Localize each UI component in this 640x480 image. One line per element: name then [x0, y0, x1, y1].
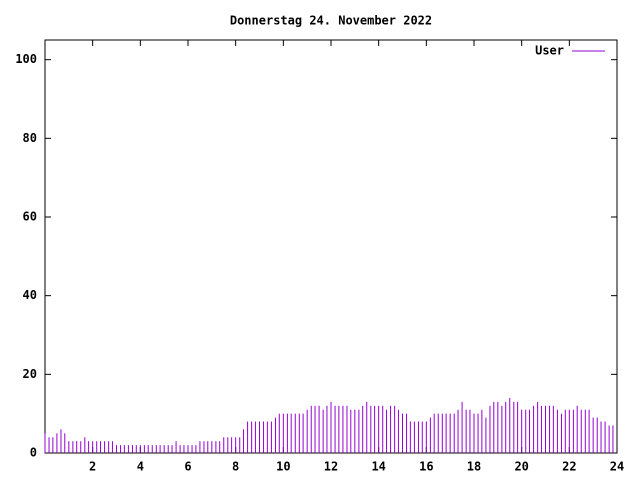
- y-tick-label: 100: [15, 52, 37, 66]
- x-tick-label: 14: [371, 460, 385, 474]
- y-tick-label: 20: [23, 367, 37, 381]
- x-tick-label: 8: [232, 460, 239, 474]
- legend-label: User: [535, 44, 564, 58]
- y-tick-label: 80: [23, 131, 37, 145]
- x-tick-label: 20: [514, 460, 528, 474]
- x-tick-label: 6: [184, 460, 191, 474]
- x-tick-label: 12: [324, 460, 338, 474]
- x-tick-label: 18: [467, 460, 481, 474]
- y-tick-label: 40: [23, 288, 37, 302]
- x-tick-label: 16: [419, 460, 433, 474]
- x-tick-label: 4: [137, 460, 144, 474]
- y-tick-label: 60: [23, 210, 37, 224]
- x-tick-label: 24: [610, 460, 624, 474]
- chart-title: Donnerstag 24. November 2022: [230, 14, 432, 28]
- y-tick-label: 0: [30, 446, 37, 460]
- x-tick-label: 22: [562, 460, 576, 474]
- x-tick-label: 2: [89, 460, 96, 474]
- x-tick-label: 10: [276, 460, 290, 474]
- plot-border: [44, 39, 618, 454]
